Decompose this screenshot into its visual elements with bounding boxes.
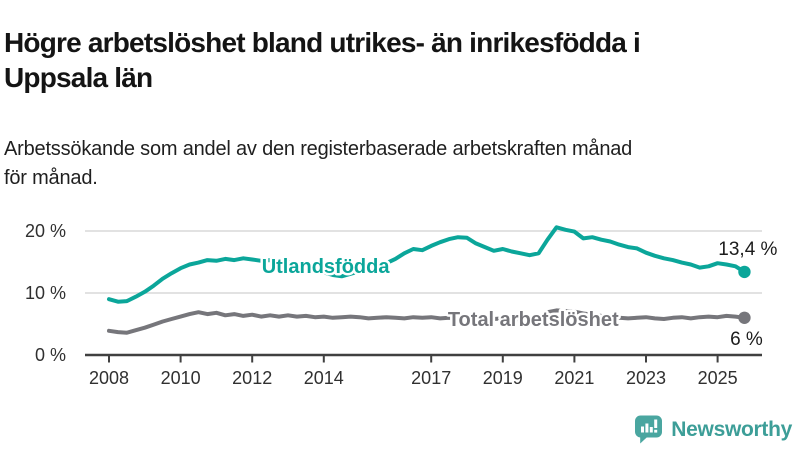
x-tick-label: 2017 — [411, 368, 451, 388]
y-tick-label: 10 % — [25, 283, 66, 303]
logo-exclamation-bar — [654, 419, 658, 428]
x-tick-label: 2025 — [698, 368, 738, 388]
series-label: Total arbetslöshet — [448, 309, 619, 331]
logo-bar-3 — [650, 427, 654, 433]
page-title: Högre arbetslöshet bland utrikes- än inr… — [4, 25, 796, 95]
y-tick-label: 20 % — [25, 221, 66, 241]
end-value-label: 6 % — [730, 329, 763, 350]
logo-exclamation-dot — [654, 429, 658, 433]
series-label: Utlandsfödda — [262, 256, 391, 278]
x-tick-label: 2014 — [304, 368, 344, 388]
speech-bubble-shape — [635, 415, 663, 444]
x-tick-label: 2019 — [483, 368, 523, 388]
page-title-line-1: Högre arbetslöshet bland utrikes- än inr… — [4, 26, 641, 58]
end-value-label: 13,4 % — [718, 239, 777, 260]
y-tick-label: 0 % — [35, 345, 66, 365]
series-end-dot — [738, 311, 751, 324]
chart-subtitle-line-2: för månad. — [4, 167, 98, 189]
x-tick-label: 2008 — [89, 368, 129, 388]
x-tick-label: 2021 — [554, 368, 594, 388]
x-tick-label: 2023 — [626, 368, 666, 388]
page-title-line-2: Uppsala län — [4, 61, 153, 93]
series-end-dot — [738, 265, 751, 279]
newsworthy-logo-icon — [635, 415, 663, 444]
chart-subtitle: Arbetssökande som andel av den registerb… — [4, 135, 792, 193]
newsworthy-brand: Newsworthy — [633, 414, 792, 445]
logo-bar-2 — [645, 423, 649, 433]
chart-subtitle-line-1: Arbetssökande som andel av den registerb… — [4, 138, 633, 160]
brand-name: Newsworthy — [671, 417, 792, 441]
series-line-total — [107, 308, 747, 335]
x-tick-label: 2010 — [161, 368, 201, 388]
unemployment-line-chart: 0 % 10 % 20 % 2008 2010 2012 2014 2017 2019 2021 2… — [25, 221, 778, 388]
x-tick-label: 2012 — [232, 368, 272, 388]
series-line-foreign-born — [107, 225, 747, 304]
logo-bar-1 — [641, 426, 645, 433]
